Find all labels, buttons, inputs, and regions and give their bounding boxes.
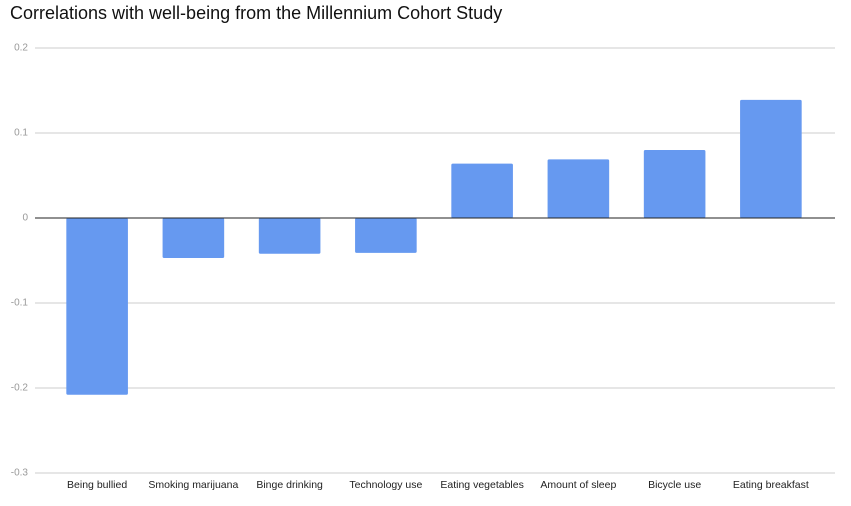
y-tick-label: 0.2	[14, 43, 28, 54]
bar	[643, 150, 706, 218]
y-tick-label: -0.3	[11, 468, 29, 479]
y-tick-label: -0.2	[11, 383, 29, 394]
x-tick-label: Smoking marijuana	[148, 479, 238, 491]
bar	[258, 218, 321, 254]
x-tick-label: Being bullied	[67, 479, 127, 491]
bar	[547, 159, 610, 218]
bar	[162, 218, 225, 258]
x-tick-label: Technology use	[349, 479, 422, 491]
y-tick-label: 0	[22, 213, 28, 224]
bar	[451, 163, 513, 218]
chart-title: Correlations with well-being from the Mi…	[10, 3, 502, 23]
x-tick-label: Amount of sleep	[540, 479, 616, 491]
x-tick-label: Eating vegetables	[440, 479, 523, 491]
x-tick-label: Binge drinking	[256, 479, 323, 491]
x-tick-label: Eating breakfast	[733, 479, 809, 491]
y-tick-label: 0.1	[14, 128, 28, 139]
bar	[355, 218, 417, 253]
y-tick-label: -0.1	[11, 298, 29, 309]
x-tick-label: Bicycle use	[648, 479, 701, 491]
bar	[66, 218, 128, 395]
bar	[740, 99, 802, 218]
